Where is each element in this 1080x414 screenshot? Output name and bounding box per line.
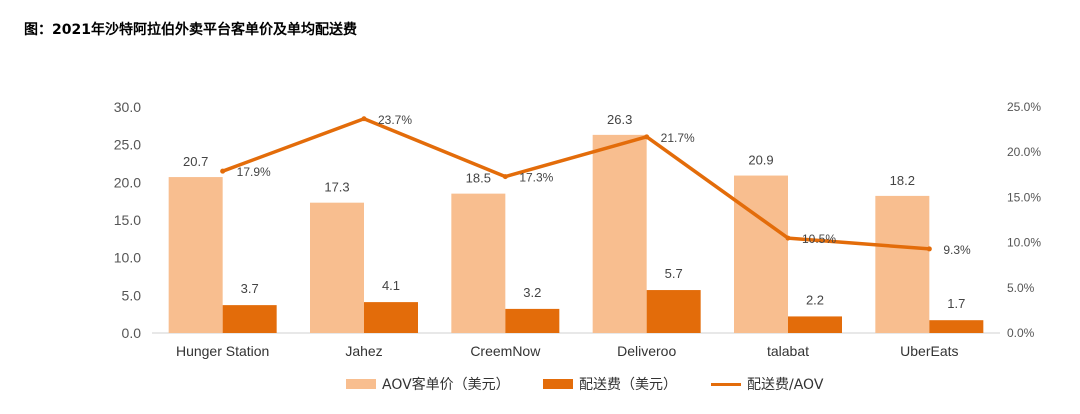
right-axis-tick: 10.0% — [1007, 236, 1041, 250]
right-axis-tick: 5.0% — [1007, 281, 1035, 295]
legend-swatch-aov — [346, 379, 376, 389]
combo-chart: 0.0 5.0 10.0 15.0 20.0 25.0 30.0 0.0% 5.0% 10.0% 1… — [114, 99, 1042, 359]
category-label: Hunger Station — [176, 343, 269, 359]
ratio-point — [220, 168, 226, 174]
left-axis-tick: 15.0 — [114, 212, 141, 228]
category-label: talabat — [767, 343, 809, 359]
data-label-fee: 3.2 — [523, 285, 541, 300]
data-label-fee: 5.7 — [665, 266, 683, 281]
data-label-fee: 4.1 — [382, 278, 400, 293]
ratio-point — [926, 246, 932, 252]
data-label-ratio: 21.7% — [661, 131, 695, 145]
data-label-fee: 3.7 — [241, 281, 259, 296]
legend-item-ratio: 配送费/AOV — [711, 374, 823, 394]
right-axis-tick: 15.0% — [1007, 190, 1041, 204]
data-label-ratio: 17.9% — [237, 165, 271, 179]
bar-fee — [222, 305, 277, 333]
bar-aov — [310, 202, 364, 333]
ratio-line — [222, 117, 930, 251]
bar-aov — [875, 195, 930, 333]
bar-aov — [734, 175, 788, 333]
bar-fee — [364, 302, 418, 333]
data-label-ratio: 9.3% — [943, 243, 971, 257]
right-axis-tick: 0.0% — [1007, 326, 1035, 340]
data-label-aov: 26.3 — [607, 112, 632, 127]
legend-swatch-ratio — [711, 382, 741, 386]
bar-aov — [451, 193, 506, 333]
right-axis-tick: 25.0% — [1007, 100, 1041, 114]
legend-label-ratio: 配送费/AOV — [747, 377, 824, 393]
ratio-point — [502, 174, 508, 180]
ratio-point — [644, 134, 650, 140]
legend-label-aov: AOV客单价（美元） — [382, 377, 510, 393]
left-axis-tick: 25.0 — [114, 137, 141, 153]
category-label: Jahez — [345, 343, 382, 359]
bar-fee — [505, 308, 560, 333]
data-label-aov: 17.3 — [324, 180, 349, 195]
data-label-aov: 20.9 — [748, 153, 773, 168]
right-axis-tick: 20.0% — [1007, 145, 1041, 159]
data-label-aov: 20.7 — [183, 154, 208, 169]
category-label: Deliveroo — [617, 343, 676, 359]
data-label-fee: 2.2 — [806, 292, 824, 307]
left-axis-tick: 5.0 — [122, 287, 142, 303]
left-axis-tick: 0.0 — [122, 325, 142, 341]
data-label-ratio: 23.7% — [378, 113, 412, 127]
legend-label-fee: 配送费（美元） — [579, 377, 677, 393]
category-label: UberEats — [900, 343, 958, 359]
category-label: CreemNow — [470, 343, 541, 359]
data-label-ratio: 17.3% — [519, 171, 553, 185]
left-axis-tick: 30.0 — [114, 99, 141, 115]
data-label-aov: 18.2 — [890, 173, 915, 188]
data-label-aov: 18.5 — [466, 171, 491, 186]
chart-title: 图：2021年沙特阿拉伯外卖平台客单价及单均配送费 — [24, 22, 357, 38]
ratio-point — [361, 116, 367, 122]
left-axis-tick: 10.0 — [114, 250, 141, 266]
bar-aov — [592, 134, 647, 333]
data-label-ratio: 10.5% — [802, 232, 836, 246]
data-label-fee: 1.7 — [947, 296, 965, 311]
bar-fee — [646, 290, 701, 333]
bar-fee — [929, 320, 984, 333]
left-axis-tick: 20.0 — [114, 174, 141, 190]
legend-item-fee: 配送费（美元） — [543, 374, 677, 394]
ratio-point — [785, 235, 791, 241]
bar-aov — [168, 177, 223, 333]
bar-fee — [788, 316, 842, 333]
legend: AOV客单价（美元） 配送费（美元） 配送费/AOV — [0, 374, 1080, 394]
legend-swatch-fee — [543, 379, 573, 389]
legend-item-aov: AOV客单价（美元） — [346, 374, 510, 394]
